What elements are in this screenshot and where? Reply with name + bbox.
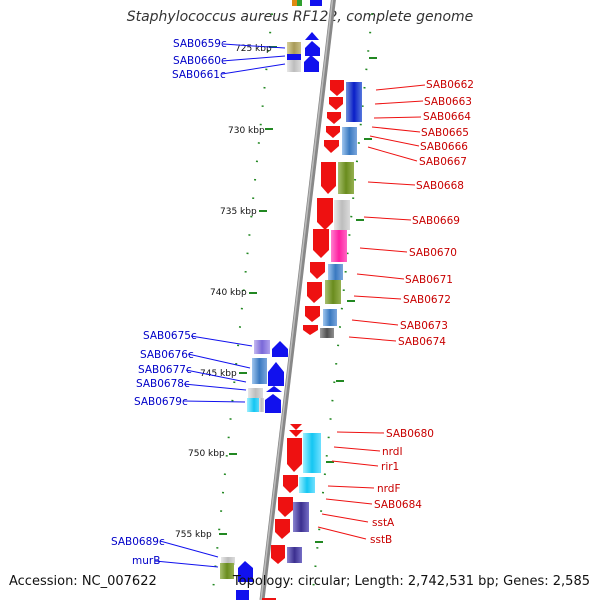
- accession-label: Accession: NC_007622: [9, 574, 157, 589]
- kbp-label-740: 740 kbp: [210, 288, 247, 298]
- gene-label-SAB0661c[interactable]: SAB0661c: [172, 69, 226, 81]
- gene-label-SAB0664[interactable]: SAB0664: [423, 111, 471, 123]
- gene-label-SAB0669[interactable]: SAB0669: [412, 215, 460, 227]
- forward-gene-block-2: [262, 424, 321, 600]
- gene-label-SAB0679c[interactable]: SAB0679c: [134, 396, 188, 408]
- gene-label-SAB0673[interactable]: SAB0673: [400, 320, 448, 332]
- gene-label-SAB0674[interactable]: SAB0674: [398, 336, 446, 348]
- gene-label-SAB0663[interactable]: SAB0663: [424, 96, 472, 108]
- kbp-label-755: 755 kbp: [175, 530, 212, 540]
- reverse-gene-block-2: [247, 340, 288, 413]
- reverse-gene-block-3: [220, 557, 253, 600]
- gene-label-SAB0678c[interactable]: SAB0678c: [136, 378, 190, 390]
- gene-label-nrdI[interactable]: nrdI: [382, 446, 403, 458]
- gene-label-SAB0668[interactable]: SAB0668: [416, 180, 464, 192]
- kbp-label-730: 730 kbp: [228, 126, 265, 136]
- gene-label-SAB0667[interactable]: SAB0667: [419, 156, 467, 168]
- gene-label-SAB0666[interactable]: SAB0666: [420, 141, 468, 153]
- right-leader-lines: [317, 84, 426, 540]
- gene-label-SAB0665[interactable]: SAB0665: [421, 127, 469, 139]
- kbp-label-735: 735 kbp: [220, 207, 257, 217]
- reverse-gene-block-1: [287, 32, 320, 72]
- gene-label-SAB0672[interactable]: SAB0672: [403, 294, 451, 306]
- gene-label-SAB0670[interactable]: SAB0670: [409, 247, 457, 259]
- gene-label-sstB[interactable]: sstB: [370, 534, 392, 546]
- kbp-label-750: 750 kbp: [188, 449, 225, 459]
- gene-label-SAB0662[interactable]: SAB0662: [426, 79, 474, 91]
- kbp-label-725: 725 kbp: [235, 44, 272, 54]
- gene-label-SAB0671[interactable]: SAB0671: [405, 274, 453, 286]
- map-title: Staphylococcus aureus RF122, complete ge…: [126, 9, 474, 25]
- gene-label-sstA[interactable]: sstA: [372, 517, 395, 529]
- left-leader-lines: [154, 43, 286, 568]
- gene-label-murB[interactable]: murB: [132, 555, 160, 567]
- gene-label-rir1[interactable]: rir1: [381, 461, 399, 473]
- gene-label-SAB0677c[interactable]: SAB0677c: [138, 364, 192, 376]
- genome-backbone: [259, 0, 336, 600]
- gene-label-SAB0659c[interactable]: SAB0659c: [173, 38, 227, 50]
- gene-label-SAB0676c[interactable]: SAB0676c: [140, 349, 194, 361]
- gene-label-SAB0680[interactable]: SAB0680: [386, 428, 434, 440]
- gene-label-SAB0660c[interactable]: SAB0660c: [173, 55, 227, 67]
- gene-label-SAB0675c[interactable]: SAB0675c: [143, 330, 197, 342]
- genome-summary-label: Topology: circular; Length: 2,742,531 bp…: [232, 574, 590, 589]
- forward-gene-block-1: [303, 80, 362, 338]
- kbp-label-745: 745 kbp: [200, 369, 237, 379]
- gene-label-SAB0689c[interactable]: SAB0689c: [111, 536, 165, 548]
- gene-label-SAB0684[interactable]: SAB0684: [374, 499, 422, 511]
- gene-label-nrdF[interactable]: nrdF: [377, 483, 401, 495]
